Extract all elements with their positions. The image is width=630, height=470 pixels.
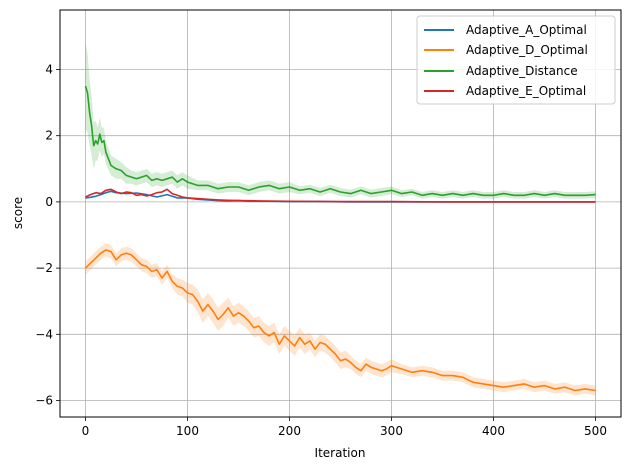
legend-label-d-optimal: Adaptive_D_Optimal [466,43,588,57]
x-tick-label: 100 [176,424,199,438]
line-adaptive-d-optimal [84,249,596,392]
x-tick-label: 400 [482,424,505,438]
x-tick-label: 500 [584,424,607,438]
axis-ticks: 0 100 200 300 400 500 −6 −4 −2 0 2 4 [35,63,607,438]
band-adaptive-d-optimal [85,243,596,396]
line-adaptive-distance [84,85,596,197]
y-tick-label: −2 [35,261,53,275]
legend-box [416,15,616,105]
series-lines [84,85,596,392]
confidence-bands [85,43,596,396]
line-adaptive-e-optimal [85,188,596,203]
y-tick-label: 0 [45,195,53,209]
legend-label-distance: Adaptive_Distance [466,64,578,78]
x-axis-label: Iteration [315,446,366,460]
y-axis-label: score [11,197,25,229]
legend-label-a-optimal: Adaptive_A_Optimal [466,23,587,37]
y-tick-label: 4 [45,63,53,77]
band-adaptive-distance [85,43,596,199]
y-tick-label: −6 [35,394,53,408]
plot-frame [59,9,622,418]
y-tick-label: 2 [45,129,53,143]
x-tick-label: 200 [278,424,301,438]
y-tick-label: −4 [35,327,53,341]
x-tick-label: 300 [380,424,403,438]
x-tick-label: 0 [82,424,90,438]
legend-label-e-optimal: Adaptive_E_Optimal [466,84,586,98]
legend: Adaptive_A_Optimal Adaptive_D_Optimal Ad… [416,15,616,105]
